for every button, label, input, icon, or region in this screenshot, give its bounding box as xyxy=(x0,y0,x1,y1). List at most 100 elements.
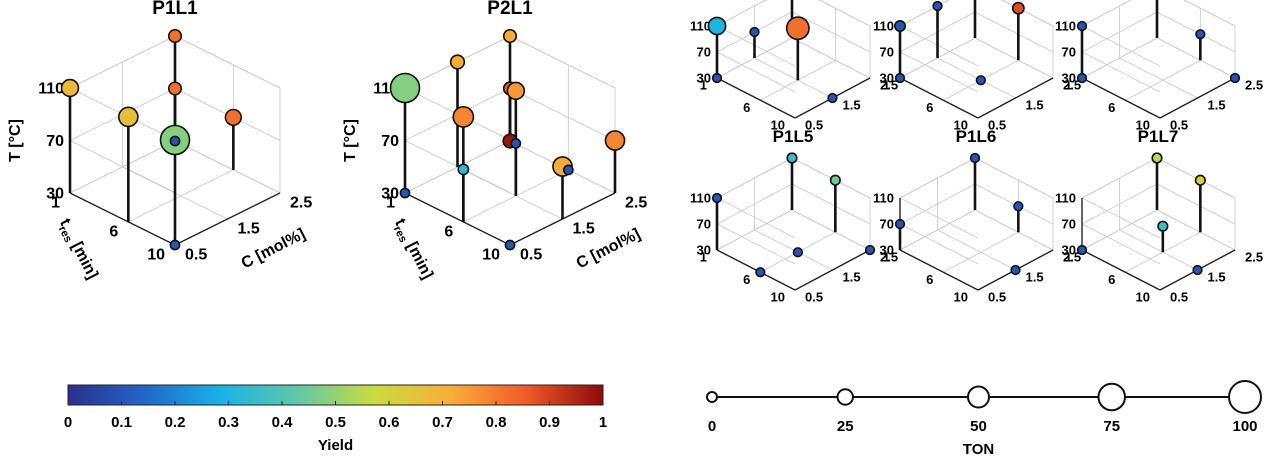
data-point xyxy=(749,26,760,38)
data-point xyxy=(502,28,518,44)
t-tick-label: 6 xyxy=(444,223,453,240)
data-point xyxy=(1157,220,1169,232)
c-tick-label: 0.5 xyxy=(520,246,542,263)
z-tick-label: 30 xyxy=(880,243,894,258)
grid-line-c xyxy=(937,178,1016,271)
data-point xyxy=(562,164,574,176)
c-tick-label: 1.5 xyxy=(1026,98,1044,113)
c-axis-line xyxy=(174,192,281,246)
grid-line-z xyxy=(1081,11,1236,93)
data-point xyxy=(829,174,841,186)
grid-line-z xyxy=(716,157,871,239)
t-tick-label: 10 xyxy=(1136,118,1150,133)
panel-p1l7: 30 70 110 1 6 10 0.5 1.5 2.5 P1L7 xyxy=(1055,127,1263,305)
t-tick-label: 1 xyxy=(883,250,890,265)
z-tick-label: 70 xyxy=(697,217,711,232)
t-tick-label: 10 xyxy=(482,246,500,263)
grid-line-c xyxy=(1119,178,1198,271)
colorbar-title: Yield xyxy=(318,437,353,454)
t-tick-label: 1 xyxy=(1065,78,1072,93)
data-point xyxy=(1010,264,1021,276)
t-tick-label: 1 xyxy=(883,78,890,93)
colorbar-tick-label: 0.7 xyxy=(432,414,453,431)
z-tick-label: 30 xyxy=(880,71,894,86)
panel-p1l6: 30 70 110 1 6 10 0.5 1.5 2.5 P1L6 xyxy=(873,127,1081,305)
t-axis-line xyxy=(1081,77,1161,119)
z-tick-label: 110 xyxy=(1055,191,1076,206)
z-tick-label: 70 xyxy=(880,217,894,232)
data-point xyxy=(932,0,943,12)
t-tick-label: 6 xyxy=(1108,272,1115,287)
ton-legend-marker xyxy=(706,391,718,403)
t-tick-label: 10 xyxy=(771,118,785,133)
grid-line-c xyxy=(122,62,228,220)
t-tick-label: 1 xyxy=(51,194,60,211)
z-tick-label: 110 xyxy=(690,191,711,206)
ton-tick-label: 75 xyxy=(1103,418,1120,435)
z-tick-label: 30 xyxy=(381,186,399,203)
t-tick-label: 1 xyxy=(386,194,395,211)
c-tick-label: 2.5 xyxy=(1063,250,1081,265)
ton-legend-marker xyxy=(1228,380,1262,414)
data-point xyxy=(894,218,906,230)
c-tick-label: 1.5 xyxy=(238,220,260,237)
panel-title: P1L7 xyxy=(1138,127,1179,146)
data-point xyxy=(975,75,986,86)
data-point xyxy=(60,78,80,98)
ton-legend-marker xyxy=(967,385,990,409)
c-tick-label: 2.5 xyxy=(625,194,647,211)
z-tick-label: 70 xyxy=(1062,45,1076,60)
z-tick-label: 70 xyxy=(381,133,399,150)
data-point xyxy=(224,108,243,127)
ton-tick-label: 50 xyxy=(970,418,987,435)
data-point xyxy=(1076,20,1088,32)
data-point xyxy=(711,72,723,84)
data-point xyxy=(510,137,522,149)
colorbar-tick-label: 0.6 xyxy=(379,414,400,431)
t-axis-title: tres [min] xyxy=(53,216,101,283)
data-point xyxy=(1076,72,1088,84)
tick-labels: 30 70 110 1 6 10 0.5 1.5 2.5 xyxy=(690,191,898,305)
data-point xyxy=(1076,244,1088,256)
c-tick-label: 2.5 xyxy=(880,78,898,93)
data-point xyxy=(1195,29,1206,40)
panel-title: P1L6 xyxy=(956,127,997,146)
c-tick-label: 1.5 xyxy=(1208,98,1226,113)
z-tick-label: 110 xyxy=(38,81,64,98)
ton-size-legend: 0 25 50 75 100 TON xyxy=(706,380,1262,458)
c-tick-label: 0.5 xyxy=(988,290,1006,305)
t-axis-line xyxy=(899,249,979,291)
panel-p1l5: 30 70 110 1 6 10 0.5 1.5 2.5 P1L5 xyxy=(690,127,898,305)
data-point xyxy=(711,192,723,204)
data-point xyxy=(604,130,626,151)
data-point xyxy=(1011,1,1025,15)
panel-title: P1L1 xyxy=(152,0,198,19)
t-tick-label: 10 xyxy=(954,290,968,305)
tick-labels: 30 70 110 1 6 10 0.5 1.5 2.5 xyxy=(690,19,898,133)
colorbar-tick-label: 0.2 xyxy=(165,414,186,431)
colorbar-tick-label: 0.8 xyxy=(486,414,507,431)
data-point xyxy=(893,19,906,32)
z-tick-label: 70 xyxy=(46,133,64,150)
data-point xyxy=(399,187,411,199)
z-tick-label: 30 xyxy=(46,186,64,203)
data-point xyxy=(1194,174,1206,186)
c-axis-line xyxy=(1159,77,1236,119)
grid-line-z xyxy=(899,183,1054,265)
ton-legend-title: TON xyxy=(963,441,994,458)
data-point xyxy=(755,267,766,278)
t-axis-line xyxy=(899,77,979,119)
t-tick-label: 6 xyxy=(926,100,933,115)
z-axis-title: T [°C] xyxy=(342,119,359,162)
data-point xyxy=(786,152,798,164)
z-tick-label: 110 xyxy=(1055,19,1076,34)
t-axis-line xyxy=(69,192,176,246)
data-point xyxy=(167,28,183,44)
colorbar-tick-label: 0.3 xyxy=(218,414,239,431)
